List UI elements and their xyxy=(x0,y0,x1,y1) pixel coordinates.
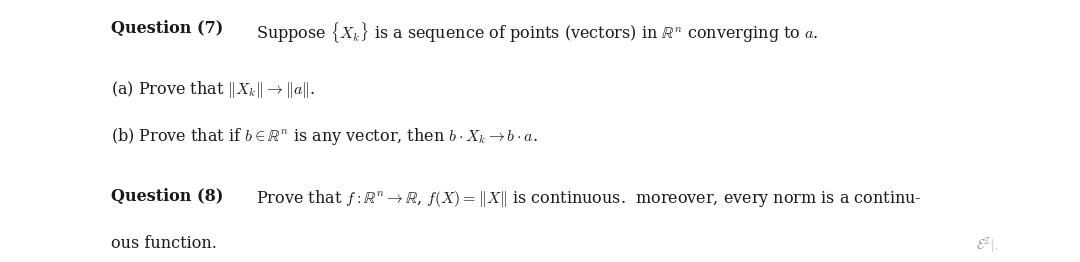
Text: Question (7): Question (7) xyxy=(111,20,224,36)
Text: $\mathcal{E}^{\mathcal{I}}|_{\cdot}$: $\mathcal{E}^{\mathcal{I}}|_{\cdot}$ xyxy=(976,236,999,255)
Text: (b) Prove that if $b \in \mathbb{R}^n$ is any vector, then $b \cdot X_k \rightar: (b) Prove that if $b \in \mathbb{R}^n$ i… xyxy=(111,126,538,147)
Text: Suppose $\{X_k\}$ is a sequence of points (vectors) in $\mathbb{R}^n$ converging: Suppose $\{X_k\}$ is a sequence of point… xyxy=(251,20,819,45)
Text: ous function.: ous function. xyxy=(111,235,217,252)
Text: Prove that $f : \mathbb{R}^n \rightarrow \mathbb{R}$, $f(X) = \|X\|$ is continuo: Prove that $f : \mathbb{R}^n \rightarrow… xyxy=(251,188,921,209)
Text: Question (8): Question (8) xyxy=(111,188,224,205)
Text: (a) Prove that $\|X_k\| \rightarrow \|a\|$.: (a) Prove that $\|X_k\| \rightarrow \|a\… xyxy=(111,79,315,100)
